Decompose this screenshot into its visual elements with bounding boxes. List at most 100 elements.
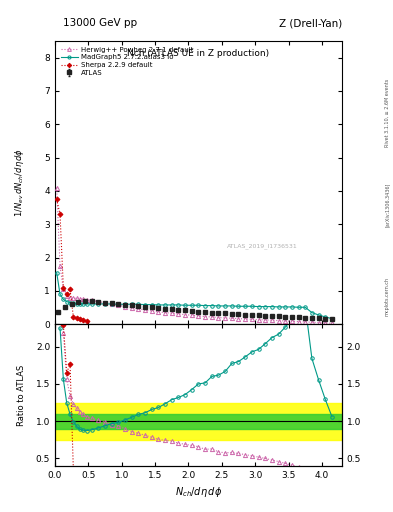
- Herwig++ Powheg 2.7.1 default: [103, 300, 107, 306]
- Herwig++ Powheg 2.7.1 default: [176, 311, 181, 317]
- Sherpa 2.2.9 default: [84, 318, 89, 324]
- Herwig++ Powheg 2.7.1 default: [270, 317, 274, 324]
- Herwig++ Powheg 2.7.1 default: [250, 316, 254, 323]
- Line: Herwig++ Powheg 2.7.1 default: Herwig++ Powheg 2.7.1 default: [55, 185, 334, 325]
- Herwig++ Powheg 2.7.1 default: [123, 304, 127, 310]
- MadGraph5 2.7.2.atlas3 lo: [183, 302, 187, 308]
- Herwig++ Powheg 2.7.1 default: [330, 320, 334, 326]
- Text: Rivet 3.1.10, ≥ 2.6M events: Rivet 3.1.10, ≥ 2.6M events: [385, 78, 389, 147]
- Sherpa 2.2.9 default: [64, 291, 69, 297]
- MadGraph5 2.7.2.atlas3 lo: [149, 302, 154, 308]
- MadGraph5 2.7.2.atlas3 lo: [236, 303, 241, 309]
- MadGraph5 2.7.2.atlas3 lo: [169, 302, 174, 308]
- MadGraph5 2.7.2.atlas3 lo: [290, 304, 294, 310]
- Herwig++ Powheg 2.7.1 default: [303, 319, 308, 325]
- MadGraph5 2.7.2.atlas3 lo: [61, 296, 66, 303]
- Herwig++ Powheg 2.7.1 default: [54, 184, 59, 190]
- Herwig++ Powheg 2.7.1 default: [78, 295, 83, 302]
- MadGraph5 2.7.2.atlas3 lo: [176, 302, 181, 308]
- Y-axis label: $1/N_{ev}\,dN_{ch}/d\eta\,d\phi$: $1/N_{ev}\,dN_{ch}/d\eta\,d\phi$: [13, 148, 26, 217]
- Herwig++ Powheg 2.7.1 default: [74, 295, 79, 302]
- Herwig++ Powheg 2.7.1 default: [71, 295, 76, 302]
- Herwig++ Powheg 2.7.1 default: [109, 301, 114, 307]
- Herwig++ Powheg 2.7.1 default: [256, 316, 261, 323]
- MadGraph5 2.7.2.atlas3 lo: [143, 302, 147, 308]
- MadGraph5 2.7.2.atlas3 lo: [203, 303, 208, 309]
- Sherpa 2.2.9 default: [71, 314, 76, 320]
- Bar: [55, 402, 342, 440]
- MadGraph5 2.7.2.atlas3 lo: [81, 301, 86, 307]
- MadGraph5 2.7.2.atlas3 lo: [189, 302, 194, 308]
- Herwig++ Powheg 2.7.1 default: [203, 313, 208, 319]
- MadGraph5 2.7.2.atlas3 lo: [330, 315, 334, 322]
- Sherpa 2.2.9 default: [68, 286, 72, 292]
- Herwig++ Powheg 2.7.1 default: [316, 319, 321, 326]
- Text: Nch (ATLAS UE in Z production): Nch (ATLAS UE in Z production): [127, 50, 270, 58]
- MadGraph5 2.7.2.atlas3 lo: [196, 302, 201, 308]
- MadGraph5 2.7.2.atlas3 lo: [223, 303, 228, 309]
- Text: ATLAS_2019_I1736531: ATLAS_2019_I1736531: [227, 244, 298, 249]
- Herwig++ Powheg 2.7.1 default: [189, 312, 194, 318]
- MadGraph5 2.7.2.atlas3 lo: [68, 300, 72, 306]
- MadGraph5 2.7.2.atlas3 lo: [216, 303, 221, 309]
- MadGraph5 2.7.2.atlas3 lo: [96, 301, 101, 307]
- MadGraph5 2.7.2.atlas3 lo: [270, 304, 274, 310]
- MadGraph5 2.7.2.atlas3 lo: [250, 303, 254, 309]
- MadGraph5 2.7.2.atlas3 lo: [71, 300, 76, 306]
- Text: mcplots.cern.ch: mcplots.cern.ch: [385, 278, 389, 316]
- MadGraph5 2.7.2.atlas3 lo: [316, 312, 321, 318]
- Herwig++ Powheg 2.7.1 default: [89, 297, 94, 303]
- Text: Z (Drell-Yan): Z (Drell-Yan): [279, 18, 342, 28]
- MadGraph5 2.7.2.atlas3 lo: [310, 310, 314, 316]
- Herwig++ Powheg 2.7.1 default: [61, 286, 66, 292]
- Line: MadGraph5 2.7.2.atlas3 lo: MadGraph5 2.7.2.atlas3 lo: [55, 271, 334, 321]
- Herwig++ Powheg 2.7.1 default: [149, 308, 154, 314]
- Herwig++ Powheg 2.7.1 default: [263, 317, 268, 323]
- Y-axis label: Ratio to ATLAS: Ratio to ATLAS: [17, 365, 26, 425]
- MadGraph5 2.7.2.atlas3 lo: [209, 303, 214, 309]
- Herwig++ Powheg 2.7.1 default: [236, 315, 241, 322]
- Herwig++ Powheg 2.7.1 default: [310, 319, 314, 325]
- MadGraph5 2.7.2.atlas3 lo: [256, 304, 261, 310]
- Herwig++ Powheg 2.7.1 default: [116, 302, 121, 308]
- Sherpa 2.2.9 default: [74, 315, 79, 322]
- Herwig++ Powheg 2.7.1 default: [169, 310, 174, 316]
- Herwig++ Powheg 2.7.1 default: [96, 298, 101, 305]
- Herwig++ Powheg 2.7.1 default: [129, 305, 134, 311]
- MadGraph5 2.7.2.atlas3 lo: [103, 301, 107, 307]
- Herwig++ Powheg 2.7.1 default: [276, 317, 281, 324]
- Herwig++ Powheg 2.7.1 default: [163, 310, 167, 316]
- MadGraph5 2.7.2.atlas3 lo: [109, 301, 114, 307]
- MadGraph5 2.7.2.atlas3 lo: [243, 303, 248, 309]
- MadGraph5 2.7.2.atlas3 lo: [58, 291, 62, 297]
- MadGraph5 2.7.2.atlas3 lo: [283, 304, 288, 310]
- MadGraph5 2.7.2.atlas3 lo: [54, 269, 59, 275]
- Herwig++ Powheg 2.7.1 default: [230, 315, 234, 322]
- Herwig++ Powheg 2.7.1 default: [143, 307, 147, 313]
- Herwig++ Powheg 2.7.1 default: [84, 296, 89, 303]
- MadGraph5 2.7.2.atlas3 lo: [84, 301, 89, 307]
- Bar: [55, 414, 342, 429]
- Herwig++ Powheg 2.7.1 default: [323, 320, 328, 326]
- MadGraph5 2.7.2.atlas3 lo: [116, 301, 121, 307]
- Herwig++ Powheg 2.7.1 default: [283, 318, 288, 324]
- MadGraph5 2.7.2.atlas3 lo: [263, 304, 268, 310]
- MadGraph5 2.7.2.atlas3 lo: [276, 304, 281, 310]
- Herwig++ Powheg 2.7.1 default: [183, 311, 187, 317]
- Herwig++ Powheg 2.7.1 default: [156, 309, 161, 315]
- MadGraph5 2.7.2.atlas3 lo: [89, 301, 94, 307]
- Herwig++ Powheg 2.7.1 default: [68, 294, 72, 301]
- Herwig++ Powheg 2.7.1 default: [136, 306, 141, 312]
- MadGraph5 2.7.2.atlas3 lo: [64, 298, 69, 305]
- Text: 13000 GeV pp: 13000 GeV pp: [63, 18, 137, 28]
- Sherpa 2.2.9 default: [81, 317, 86, 324]
- Sherpa 2.2.9 default: [78, 316, 83, 323]
- Herwig++ Powheg 2.7.1 default: [196, 313, 201, 319]
- MadGraph5 2.7.2.atlas3 lo: [123, 301, 127, 307]
- MadGraph5 2.7.2.atlas3 lo: [163, 302, 167, 308]
- MadGraph5 2.7.2.atlas3 lo: [296, 304, 301, 310]
- Sherpa 2.2.9 default: [54, 196, 59, 202]
- MadGraph5 2.7.2.atlas3 lo: [230, 303, 234, 309]
- Herwig++ Powheg 2.7.1 default: [223, 315, 228, 321]
- Legend: Herwig++ Powheg 2.7.1 default, MadGraph5 2.7.2.atlas3 lo, Sherpa 2.2.9 default, : Herwig++ Powheg 2.7.1 default, MadGraph5…: [59, 45, 195, 78]
